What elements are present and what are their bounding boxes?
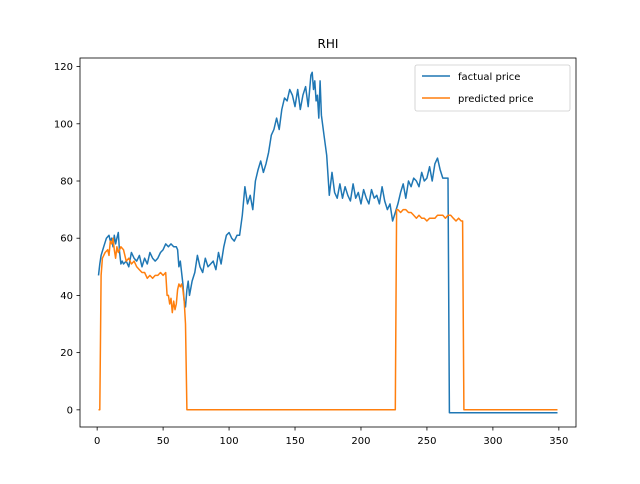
x-tick-label: 350: [549, 436, 568, 447]
y-tick-label: 80: [60, 177, 73, 188]
series-line-factual-price: [97, 71, 558, 414]
x-tick-label: 0: [94, 436, 100, 447]
x-tick-label: 100: [220, 436, 239, 447]
legend-label: factual price: [458, 72, 520, 83]
series-group: [97, 71, 558, 414]
legend-label: predicted price: [458, 94, 534, 105]
y-tick-label: 100: [54, 119, 73, 130]
x-axis: 0 50 100 150 200 250 300 350: [94, 427, 568, 447]
legend-box: [414, 64, 571, 112]
y-tick-label: 120: [54, 62, 73, 73]
x-tick-label: 50: [157, 436, 170, 447]
x-tick-label: 300: [483, 436, 502, 447]
x-tick-label: 150: [285, 436, 304, 447]
y-axis: 0 20 40 60 80 100 120: [54, 62, 80, 416]
y-tick-label: 0: [67, 405, 73, 416]
x-tick-label: 200: [351, 436, 370, 447]
plot-frame: [79, 57, 577, 428]
x-tick-label: 250: [417, 436, 436, 447]
y-tick-label: 20: [60, 348, 73, 359]
series-line-predicted-price: [98, 208, 558, 411]
y-tick-label: 40: [60, 291, 73, 302]
y-tick-label: 60: [60, 234, 73, 245]
chart-title: RHI: [318, 37, 339, 51]
legend: factual price predicted price: [414, 64, 571, 112]
